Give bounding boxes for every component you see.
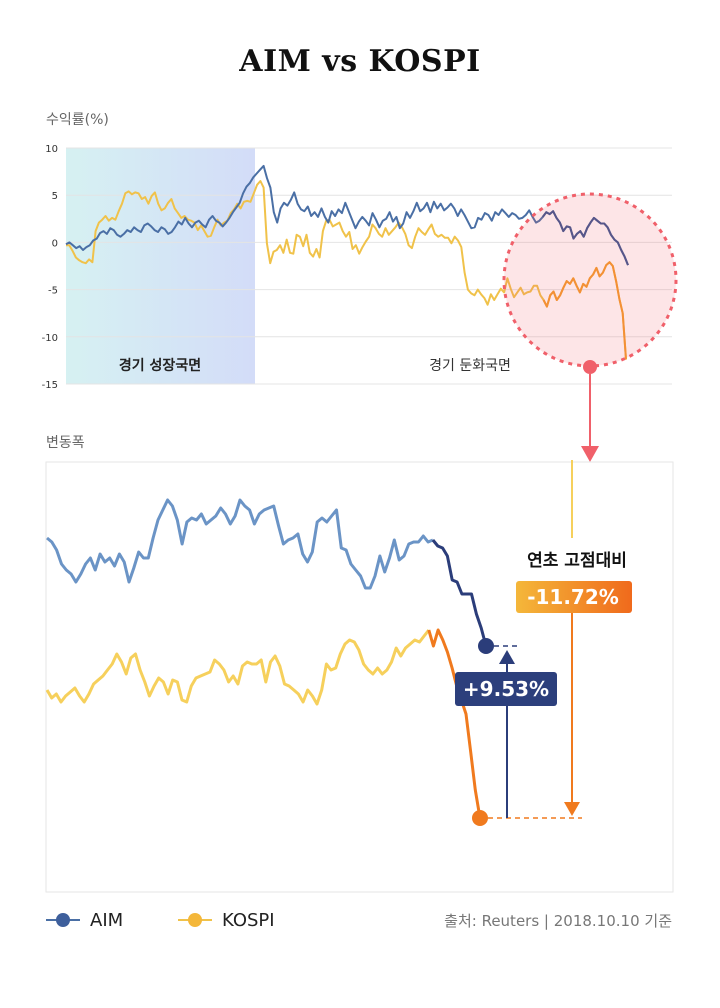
aim-gap-arrow-head bbox=[499, 650, 515, 664]
focus-highlight-circle bbox=[502, 192, 678, 368]
top-grid bbox=[66, 147, 672, 385]
series-line-aim bbox=[65, 164, 629, 266]
legend-label-aim: AIM bbox=[90, 909, 124, 931]
bottom-series bbox=[45, 498, 494, 826]
kospi-drop-arrow-head bbox=[564, 802, 580, 816]
slowdown-phase-label: 경기 둔화국면 bbox=[429, 358, 511, 374]
series-tail-aim bbox=[541, 210, 629, 266]
kospi-drop-badge bbox=[516, 581, 632, 613]
y-tick-label: 10 bbox=[45, 144, 58, 155]
kospi-legend-marker bbox=[178, 913, 212, 927]
y-tick-label: -15 bbox=[42, 380, 58, 391]
bottom-series-line-kospi bbox=[45, 629, 430, 706]
series-tail-kospi bbox=[542, 261, 627, 360]
endpoint-aim bbox=[478, 638, 494, 654]
chart-title: AIM vs KOSPI bbox=[239, 44, 481, 79]
source-credit: 출처: Reuters | 2018.10.10 기준 bbox=[444, 912, 672, 930]
kospi-drop-caption: 연초 고점대비 bbox=[527, 551, 627, 571]
series-line-kospi bbox=[66, 180, 627, 360]
aim-gap-badge bbox=[455, 672, 557, 706]
top-highlight bbox=[502, 192, 678, 462]
aim-gap-value: +9.53% bbox=[463, 677, 549, 701]
focus-anchor-dot bbox=[583, 360, 597, 374]
top-chart-ylabel: 수익률(%) bbox=[46, 112, 109, 128]
bottom-line-chart: 연초 고점대비 -11.72% +9.53% bbox=[45, 460, 674, 893]
legend-item-aim: AIM bbox=[44, 906, 123, 934]
bottom-series-line-aim bbox=[46, 498, 434, 590]
bottom-annotations bbox=[455, 460, 632, 819]
y-tick-label: 0 bbox=[52, 238, 58, 249]
growth-phase-label: 경기 성장국면 bbox=[119, 357, 201, 374]
legend-label-kospi: KOSPI bbox=[222, 909, 275, 931]
legend: AIM KOSPI bbox=[44, 906, 684, 934]
focus-arrow-head bbox=[581, 446, 599, 462]
top-y-ticks: 10 5 0 -5 -10 -15 bbox=[42, 144, 58, 391]
legend-item-kospi: KOSPI bbox=[176, 906, 275, 934]
bottom-series-tail-kospi bbox=[427, 628, 482, 819]
bottom-chart-label: 변동폭 bbox=[46, 435, 85, 451]
aim-legend-marker bbox=[46, 913, 80, 927]
kospi-drop-value: -11.72% bbox=[527, 585, 619, 609]
bottom-series-tail-aim bbox=[431, 539, 488, 647]
bottom-chart-frame bbox=[45, 461, 674, 893]
endpoint-kospi bbox=[472, 810, 488, 826]
y-tick-label: 5 bbox=[52, 191, 58, 202]
top-line-chart: 10 5 0 -5 -10 -15 경기 성장국면 경기 둔화국면 bbox=[42, 144, 678, 462]
y-tick-label: -10 bbox=[42, 333, 58, 344]
y-tick-label: -5 bbox=[48, 286, 58, 297]
top-series bbox=[65, 164, 629, 360]
growth-phase-region bbox=[66, 148, 255, 384]
